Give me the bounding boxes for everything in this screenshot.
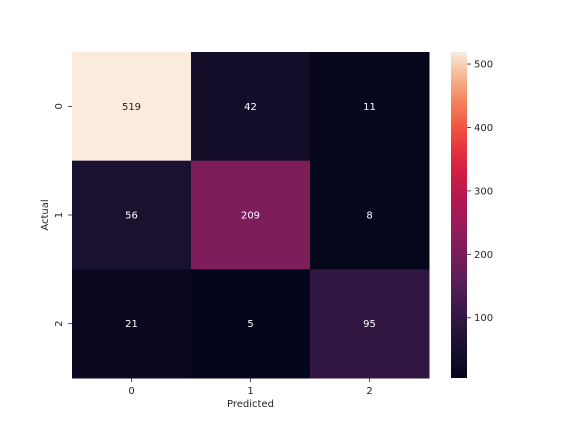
colorbar-tick-label: 400 xyxy=(474,123,493,134)
x-tick-label: 1 xyxy=(247,386,253,397)
x-tick-label: 0 xyxy=(128,386,134,397)
colorbar-gradient xyxy=(451,52,467,378)
heatmap-cell xyxy=(191,52,311,162)
cell-value-label: 56 xyxy=(125,211,138,222)
cell-value-label: 519 xyxy=(122,102,141,113)
heatmap-cell xyxy=(310,160,430,270)
cell-value-label: 42 xyxy=(244,102,257,113)
y-axis-ticks: 0 1 2 xyxy=(54,103,72,327)
cell-value-label: 8 xyxy=(366,211,372,222)
colorbar-tick-label: 100 xyxy=(474,313,493,324)
heatmap-cell-labels: 519 42 11 56 209 8 21 5 95 xyxy=(122,102,376,330)
heatmap-cell xyxy=(191,269,311,379)
cell-value-label: 5 xyxy=(247,319,253,330)
colorbar-tick-label: 500 xyxy=(474,60,493,71)
heatmap-cell xyxy=(310,269,430,379)
y-axis-label: Actual xyxy=(40,199,51,230)
heatmap-cell xyxy=(72,269,192,379)
colorbar-tick-label: 200 xyxy=(474,250,493,261)
heatmap-cell xyxy=(72,52,192,162)
y-tick-label: 2 xyxy=(54,320,65,326)
colorbar-tick-label: 300 xyxy=(474,186,493,197)
cell-value-label: 11 xyxy=(363,102,376,113)
heatmap-cell xyxy=(191,160,311,270)
x-axis-label: Predicted xyxy=(227,399,274,410)
heatmap-cells xyxy=(72,52,430,379)
cell-value-label: 21 xyxy=(125,319,138,330)
cell-value-label: 209 xyxy=(241,211,260,222)
y-tick-label: 1 xyxy=(54,212,65,218)
heatmap-cell xyxy=(72,160,192,270)
x-axis-ticks: 0 1 2 xyxy=(128,378,373,397)
cell-value-label: 95 xyxy=(363,319,376,330)
y-tick-label: 0 xyxy=(54,103,65,109)
x-tick-label: 2 xyxy=(366,386,372,397)
colorbar: 100 200 300 400 500 xyxy=(451,52,493,378)
heatmap-cell xyxy=(310,52,430,162)
